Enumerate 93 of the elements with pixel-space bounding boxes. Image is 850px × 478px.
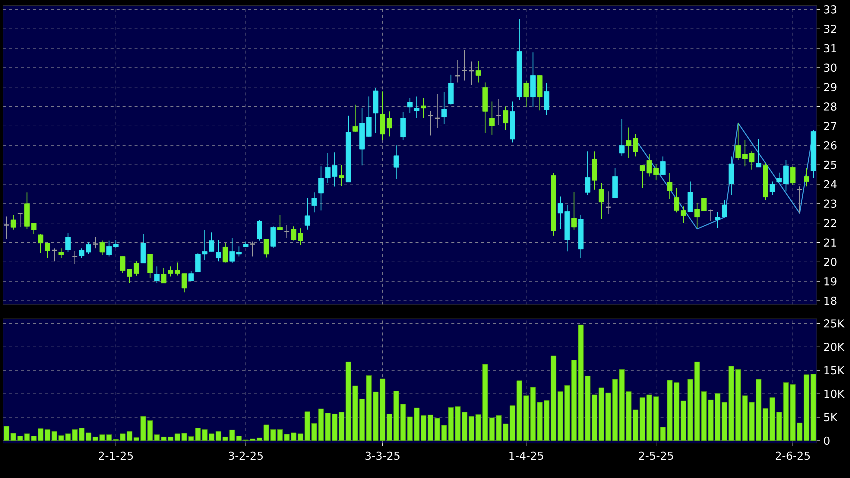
candlestick	[312, 192, 318, 214]
candlestick	[304, 198, 310, 230]
candlestick	[585, 151, 591, 196]
candlestick	[421, 98, 426, 119]
x-tick-label: 3-2-25	[228, 452, 263, 460]
candlestick	[612, 168, 618, 199]
candlestick	[188, 271, 194, 282]
x-tick-label: 2-5-25	[639, 452, 674, 460]
bar	[140, 416, 146, 442]
candlestick	[619, 118, 625, 156]
candlestick	[708, 209, 714, 222]
candlestick	[756, 138, 762, 168]
candlestick	[524, 80, 530, 108]
y-tick-label: 26	[824, 142, 837, 150]
bar	[394, 391, 400, 442]
y-tick-label: 0	[824, 436, 830, 446]
y-tick-label: 33	[824, 6, 837, 14]
candlestick	[284, 224, 290, 239]
candlestick	[154, 266, 160, 284]
x-tick-label: 2-6-25	[776, 452, 810, 460]
candlestick	[373, 88, 379, 134]
y-tick-label: 18	[824, 296, 837, 306]
candlestick	[503, 106, 509, 130]
x-tick-label: 1-4-25	[510, 452, 544, 460]
candlestick	[496, 98, 502, 126]
bar	[414, 408, 420, 442]
candlestick	[100, 240, 106, 256]
candlestick	[572, 192, 577, 230]
candlestick	[592, 151, 598, 190]
candlestick	[442, 92, 448, 124]
bar	[455, 406, 461, 442]
candlestick	[400, 112, 406, 140]
candlestick	[407, 98, 413, 114]
x-tick-label: 3-3-25	[366, 452, 400, 460]
y-tick-label: 28	[824, 102, 837, 111]
candlestick	[476, 60, 482, 84]
y-tick-label: 30	[824, 64, 837, 72]
candlestick	[216, 240, 222, 262]
y-tick-label: 27	[824, 122, 837, 130]
y-tick-label: 20	[824, 258, 837, 266]
y-tick-label: 15K	[824, 366, 845, 375]
candlestick	[66, 233, 71, 253]
candlestick	[530, 52, 536, 108]
y-tick-label: 29	[824, 83, 837, 92]
bar	[688, 379, 694, 442]
y-tick-label: 25K	[824, 320, 845, 328]
y-tick-label: 10K	[824, 390, 845, 398]
candlestick	[72, 251, 78, 265]
candlestick	[598, 182, 604, 220]
candlestick	[250, 241, 256, 258]
candlestick	[352, 104, 358, 132]
bar	[667, 380, 673, 442]
candlestick	[270, 226, 276, 249]
candlestick	[58, 248, 64, 259]
candlestick	[394, 145, 400, 180]
candlestick	[482, 82, 488, 134]
candlestick	[140, 234, 146, 264]
y-tick-label: 31	[824, 44, 836, 53]
y-tick-label: 24	[824, 180, 837, 189]
candlestick	[660, 156, 666, 176]
bar	[708, 400, 714, 442]
bar	[202, 430, 208, 442]
y-tick-label: 19	[824, 277, 837, 286]
candlestick	[222, 242, 228, 264]
candlestick	[770, 181, 776, 196]
candlestick	[688, 181, 694, 213]
y-tick-label: 25	[824, 160, 837, 170]
bar	[434, 418, 440, 442]
candlestick	[728, 156, 734, 196]
candlestick	[278, 214, 283, 231]
candlestick	[790, 166, 796, 186]
candlestick	[161, 268, 167, 284]
x-tick-label: 2-1-25	[99, 452, 134, 460]
y-tick-label: 32	[824, 24, 836, 34]
candlestick	[804, 168, 810, 188]
candlestick	[414, 96, 420, 119]
y-tick-label: 20K	[824, 343, 845, 352]
y-tick-label: 21	[824, 238, 836, 247]
candlestick	[537, 75, 543, 112]
candlestick	[544, 83, 550, 116]
candlestick	[92, 236, 99, 249]
candlestick	[490, 101, 495, 136]
y-tick-label: 5K	[824, 413, 838, 422]
candlestick	[148, 254, 153, 279]
candlestick	[339, 164, 344, 186]
y-tick-label: 23	[824, 200, 837, 208]
candlestick	[257, 220, 262, 242]
candlestick	[10, 214, 16, 230]
y-tick-label: 22	[824, 219, 836, 228]
bar	[646, 394, 652, 442]
candlestick	[448, 74, 454, 106]
candlestick	[667, 173, 673, 200]
candlestick	[264, 238, 270, 258]
